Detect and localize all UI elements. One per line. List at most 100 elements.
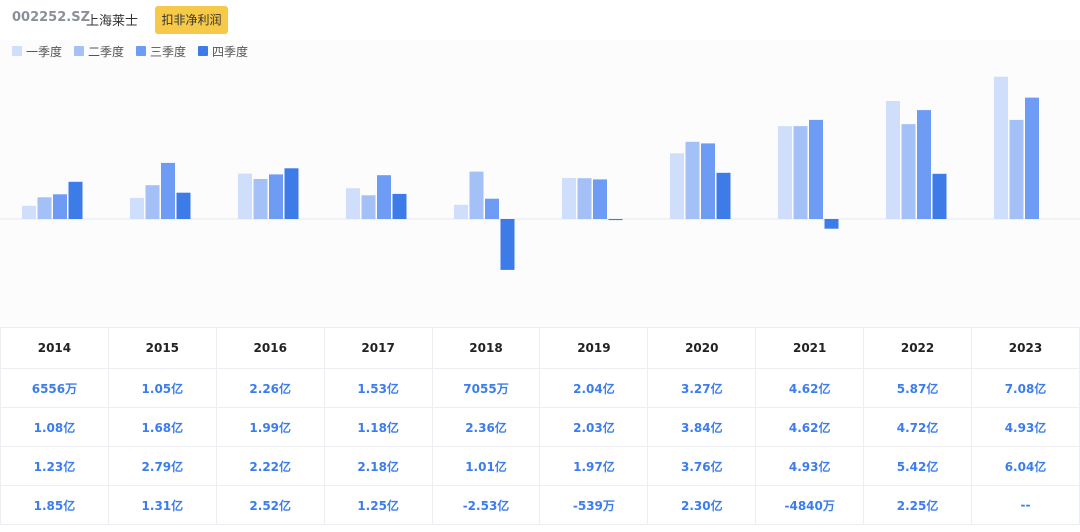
year-header: 2014 — [0, 327, 109, 369]
bar-2014-q2[interactable] — [37, 197, 52, 219]
table-cell: 3.84亿 — [647, 407, 757, 447]
legend: 一季度 二季度 三季度 四季度 — [12, 42, 248, 60]
table-cell: 2.03亿 — [539, 407, 649, 447]
legend-label-q3: 三季度 — [150, 44, 187, 59]
bar-2016-q4[interactable] — [284, 168, 299, 219]
table-cell: 3.27亿 — [647, 368, 757, 408]
bar-2017-q3[interactable] — [377, 175, 391, 219]
table-cell: 1.01亿 — [431, 446, 541, 486]
legend-swatch-q4 — [198, 46, 209, 56]
table-cell: 2.18亿 — [323, 446, 433, 486]
table-row-q4: 1.85亿 1.31亿 2.52亿 1.25亿 -2.53亿 -539万 2.3… — [0, 485, 1080, 525]
table-cell: -4840万 — [755, 485, 865, 525]
legend-swatch-q2 — [74, 46, 85, 56]
legend-item-q2[interactable]: 二季度 — [74, 42, 124, 60]
bar-2020-q3[interactable] — [701, 143, 715, 219]
legend-item-q1[interactable]: 一季度 — [12, 42, 62, 60]
bar-2015-q4[interactable] — [176, 192, 191, 219]
bar-2021-q2[interactable] — [793, 126, 808, 219]
bar-2016-q2[interactable] — [253, 179, 268, 219]
bar-2014-q1[interactable] — [22, 205, 36, 219]
bar-2015-q1[interactable] — [130, 197, 144, 219]
bar-2021-q4[interactable] — [824, 219, 839, 229]
table-cell: 1.31亿 — [107, 485, 217, 525]
table-cell: 2.25亿 — [863, 485, 973, 525]
table-cell: 1.05亿 — [107, 368, 217, 408]
bar-2021-q3[interactable] — [809, 119, 823, 219]
bar-2016-q3[interactable] — [269, 174, 283, 219]
bar-2017-q2[interactable] — [361, 195, 376, 219]
table-cell: 7055万 — [431, 368, 541, 408]
table-cell: 4.93亿 — [755, 446, 865, 486]
table-cell: 6.04亿 — [971, 446, 1080, 486]
table-cell: 2.26亿 — [215, 368, 325, 408]
table-cell: -2.53亿 — [431, 485, 541, 525]
table-cell: 1.68亿 — [107, 407, 217, 447]
table-cell: 5.42亿 — [863, 446, 973, 486]
year-header: 2021 — [755, 327, 865, 369]
bar-2018-q1[interactable] — [454, 204, 468, 219]
bar-2022-q1[interactable] — [886, 101, 900, 219]
bar-2023-q2[interactable] — [1009, 119, 1024, 219]
bar-2020-q4[interactable] — [716, 172, 731, 219]
bar-2017-q4[interactable] — [392, 193, 407, 219]
bar-2021-q1[interactable] — [778, 126, 792, 219]
bar-2014-q4[interactable] — [68, 181, 83, 219]
table-cell: 2.79亿 — [107, 446, 217, 486]
year-header: 2015 — [107, 327, 217, 369]
bar-2023-q1[interactable] — [994, 76, 1008, 219]
table-cell: 1.18亿 — [323, 407, 433, 447]
table-cell: 2.22亿 — [215, 446, 325, 486]
bar-2023-q3[interactable] — [1025, 97, 1039, 219]
table-cell: 1.25亿 — [323, 485, 433, 525]
bar-2020-q1[interactable] — [670, 153, 684, 219]
table-cell: 4.72亿 — [863, 407, 973, 447]
bar-chart — [0, 76, 1080, 270]
year-header: 2019 — [539, 327, 649, 369]
year-header: 2020 — [647, 327, 757, 369]
bar-2015-q3[interactable] — [161, 162, 175, 219]
legend-item-q4[interactable]: 四季度 — [198, 42, 248, 60]
bar-2019-q4[interactable] — [608, 219, 623, 221]
bar-2019-q2[interactable] — [577, 178, 592, 219]
bar-2020-q2[interactable] — [685, 141, 700, 219]
legend-label-q2: 二季度 — [88, 44, 125, 59]
bar-2018-q3[interactable] — [485, 198, 499, 219]
table-cell: 2.04亿 — [539, 368, 649, 408]
year-header: 2016 — [215, 327, 325, 369]
stock-code: 002252.SZ — [12, 10, 90, 25]
year-header: 2018 — [431, 327, 541, 369]
legend-swatch-q3 — [136, 46, 147, 56]
table-cell: 1.08亿 — [0, 407, 109, 447]
bar-2022-q2[interactable] — [901, 124, 916, 219]
table-cell: 4.93亿 — [971, 407, 1080, 447]
data-table: 2014 2015 2016 2017 2018 2019 2020 2021 … — [0, 327, 1080, 525]
bar-2019-q1[interactable] — [562, 178, 576, 219]
table-row-q1: 6556万 1.05亿 2.26亿 1.53亿 7055万 2.04亿 3.27… — [0, 368, 1080, 408]
bar-2018-q2[interactable] — [469, 171, 484, 219]
legend-label-q1: 一季度 — [26, 44, 63, 59]
legend-item-q3[interactable]: 三季度 — [136, 42, 186, 60]
bar-2022-q4[interactable] — [932, 173, 947, 219]
bar-2022-q3[interactable] — [917, 110, 931, 219]
table-cell: 5.87亿 — [863, 368, 973, 408]
year-header: 2017 — [323, 327, 433, 369]
bar-2017-q1[interactable] — [346, 188, 360, 219]
bar-2014-q3[interactable] — [53, 194, 67, 219]
table-row-q2: 1.08亿 1.68亿 1.99亿 1.18亿 2.36亿 2.03亿 3.84… — [0, 407, 1080, 447]
metric-tag-button[interactable]: 扣非净利润 — [155, 6, 228, 34]
table-cell: 1.99亿 — [215, 407, 325, 447]
table-header-row: 2014 2015 2016 2017 2018 2019 2020 2021 … — [0, 327, 1080, 369]
table-cell: 1.23亿 — [0, 446, 109, 486]
bar-2016-q1[interactable] — [238, 173, 252, 219]
year-header: 2023 — [971, 327, 1080, 369]
table-cell: 2.36亿 — [431, 407, 541, 447]
bar-2019-q3[interactable] — [593, 179, 607, 219]
bar-2018-q4[interactable] — [500, 219, 515, 270]
table-cell: 1.53亿 — [323, 368, 433, 408]
table-cell: 6556万 — [0, 368, 109, 408]
table-cell: 2.52亿 — [215, 485, 325, 525]
table-cell: 7.08亿 — [971, 368, 1080, 408]
bar-2015-q2[interactable] — [145, 185, 160, 219]
table-cell: 1.97亿 — [539, 446, 649, 486]
